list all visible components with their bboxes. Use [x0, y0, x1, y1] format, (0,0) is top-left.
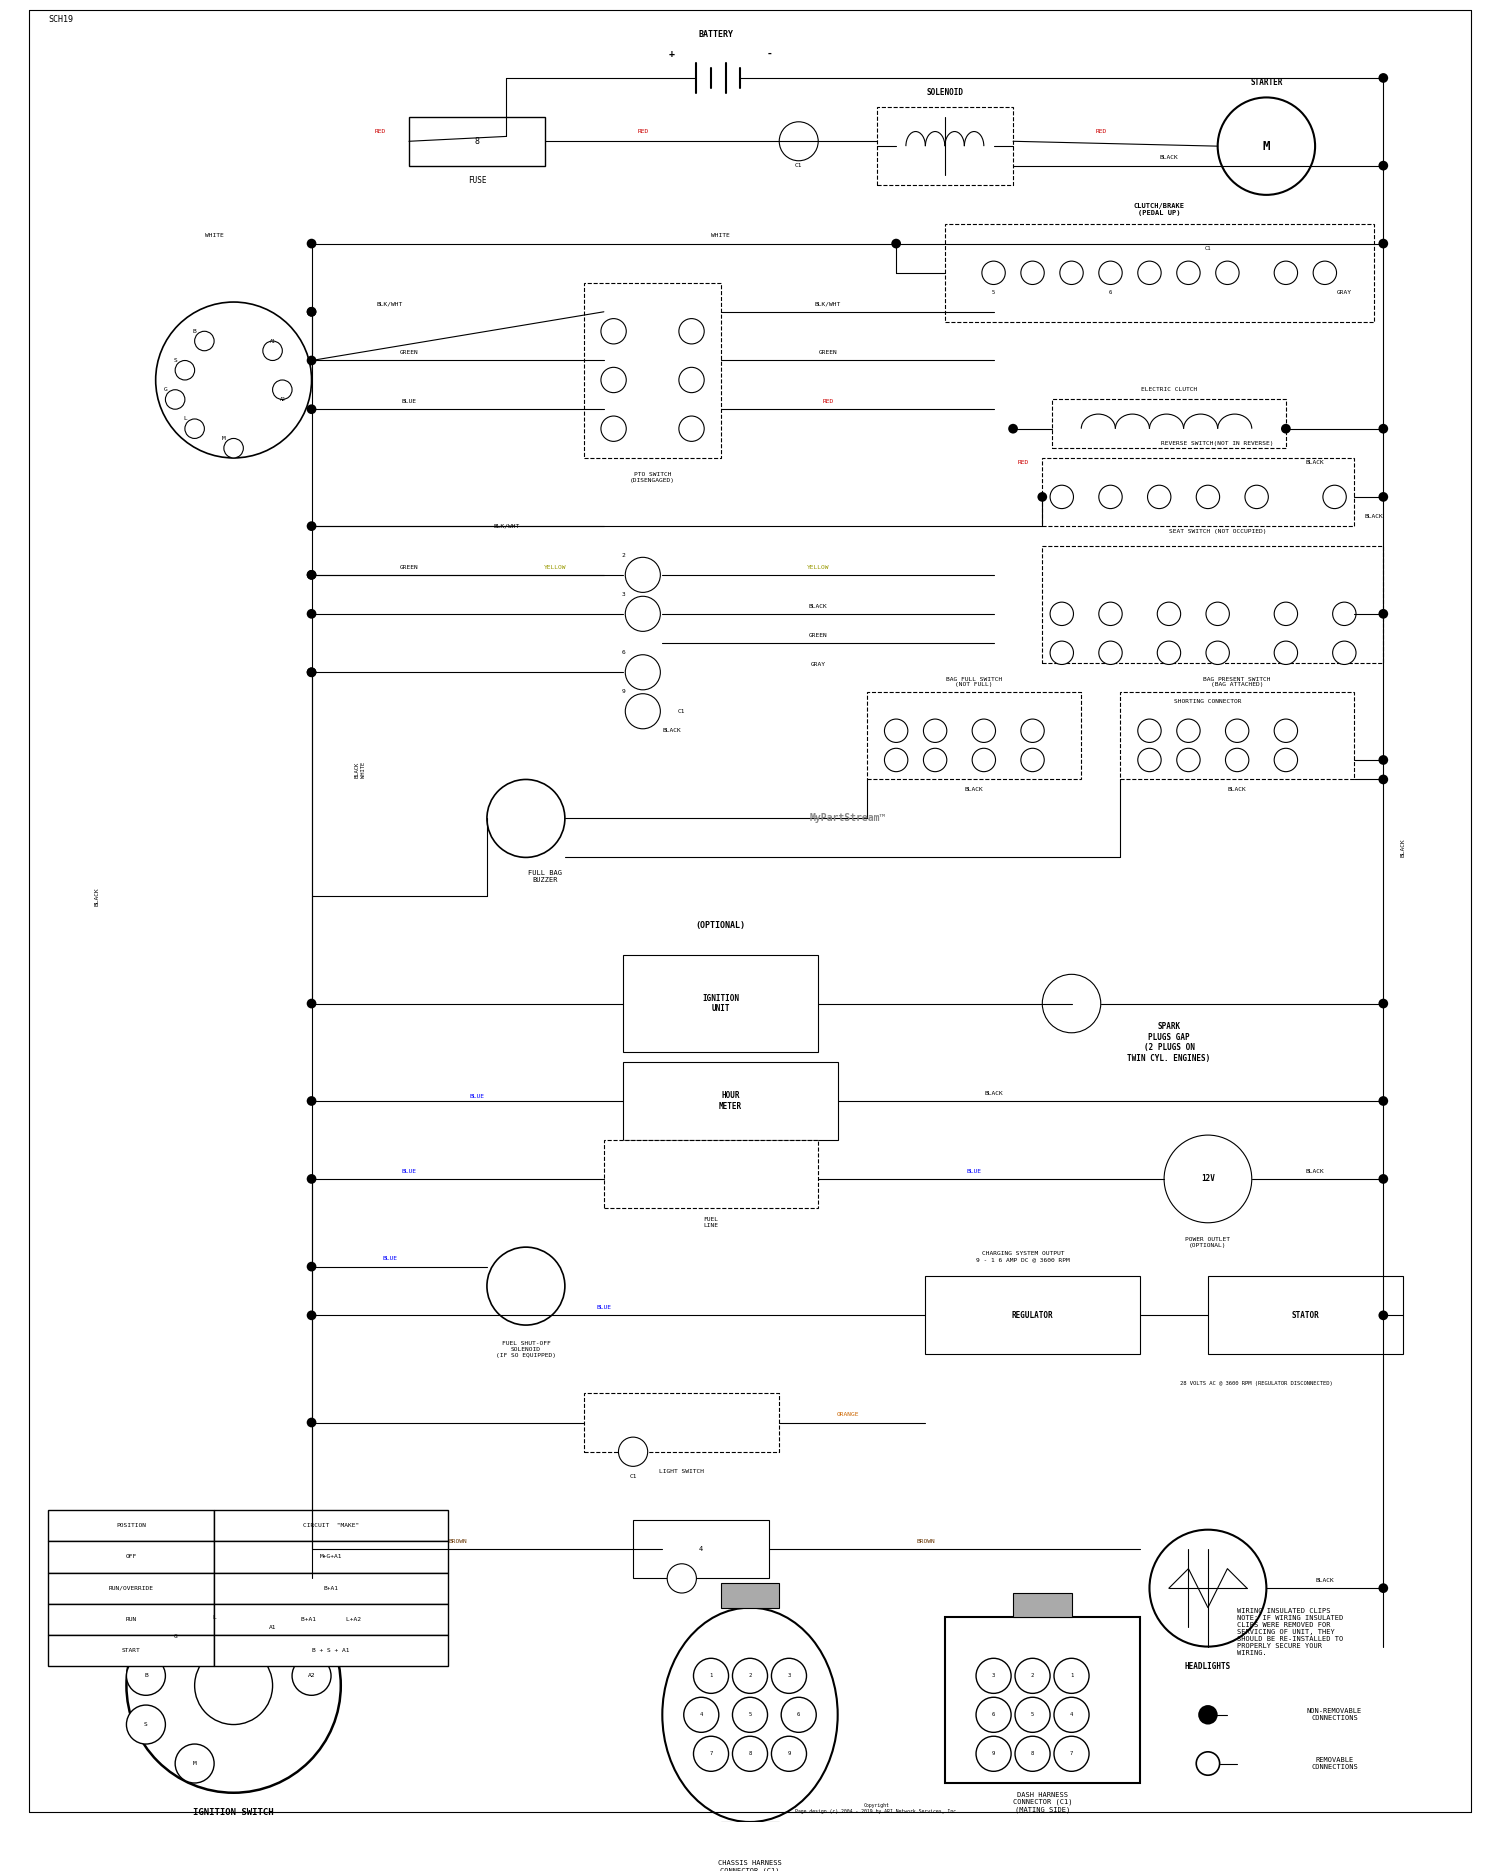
Circle shape: [1022, 262, 1044, 284]
Circle shape: [771, 1736, 807, 1772]
Circle shape: [1378, 425, 1388, 434]
Text: BLACK: BLACK: [964, 786, 984, 791]
Circle shape: [1274, 748, 1298, 771]
Text: FUEL SHUT-OFF
SOLENOID
(IF SO EQUIPPED): FUEL SHUT-OFF SOLENOID (IF SO EQUIPPED): [496, 1342, 556, 1358]
Bar: [604, 1139, 818, 1209]
Bar: [214, 1635, 448, 1665]
Text: MyPartStream™: MyPartStream™: [808, 814, 885, 823]
Bar: [926, 1276, 1140, 1355]
Circle shape: [680, 367, 703, 393]
Circle shape: [1274, 642, 1298, 664]
Bar: [585, 1394, 778, 1452]
Text: POWER OUTLET
(OPTIONAL): POWER OUTLET (OPTIONAL): [1185, 1237, 1230, 1248]
Bar: [722, 1822, 778, 1847]
Circle shape: [165, 389, 184, 410]
Text: GRAY: GRAY: [810, 662, 825, 666]
Circle shape: [1274, 602, 1298, 625]
Circle shape: [1226, 748, 1250, 771]
Text: RUN: RUN: [126, 1617, 136, 1622]
Circle shape: [306, 307, 316, 316]
Circle shape: [306, 571, 316, 580]
Bar: [48, 1510, 214, 1542]
Circle shape: [684, 1697, 718, 1733]
Text: RUN/OVERRIDE: RUN/OVERRIDE: [110, 1585, 154, 1590]
Circle shape: [488, 1248, 566, 1325]
Text: CHASSIS HARNESS
CONNECTOR (C1)
(MATING SIDE): CHASSIS HARNESS CONNECTOR (C1) (MATING S…: [718, 1860, 782, 1871]
Circle shape: [156, 301, 312, 458]
Circle shape: [626, 694, 660, 730]
Circle shape: [306, 404, 316, 413]
Circle shape: [618, 1437, 648, 1467]
Circle shape: [306, 239, 316, 249]
Bar: [633, 1519, 770, 1579]
Text: 4: 4: [699, 1712, 703, 1718]
Text: FULL BAG
BUZZER: FULL BAG BUZZER: [528, 870, 562, 883]
Text: 3: 3: [788, 1673, 790, 1678]
Circle shape: [176, 1744, 214, 1783]
Circle shape: [1100, 262, 1122, 284]
Circle shape: [306, 1544, 316, 1555]
Text: S: S: [174, 357, 177, 363]
Text: GRAY: GRAY: [1336, 290, 1352, 296]
Bar: [214, 1542, 448, 1572]
Bar: [48, 1542, 214, 1572]
Text: BLACK: BLACK: [1401, 838, 1406, 857]
Circle shape: [885, 718, 908, 743]
Text: 5: 5: [1030, 1712, 1033, 1718]
Text: L: L: [211, 1615, 216, 1620]
Text: BLUE: BLUE: [470, 1095, 484, 1098]
Text: 1: 1: [1070, 1673, 1072, 1678]
Bar: [585, 283, 722, 458]
Circle shape: [602, 367, 627, 393]
Circle shape: [602, 415, 627, 442]
Circle shape: [1196, 1751, 1219, 1776]
Text: M+G+A1: M+G+A1: [320, 1555, 342, 1559]
Bar: [214, 1572, 448, 1603]
Circle shape: [1148, 485, 1172, 509]
Bar: [867, 692, 1082, 780]
Circle shape: [306, 999, 316, 1008]
Text: HEADLIGHTS: HEADLIGHTS: [1185, 1661, 1231, 1671]
Text: SPARK
PLUGS GAP
(2 PLUGS ON
TWIN CYL. ENGINES): SPARK PLUGS GAP (2 PLUGS ON TWIN CYL. EN…: [1128, 1022, 1210, 1063]
Circle shape: [1378, 73, 1388, 82]
Text: OFF: OFF: [126, 1555, 136, 1559]
Text: C1: C1: [795, 163, 802, 168]
Circle shape: [1378, 999, 1388, 1008]
Circle shape: [1100, 485, 1122, 509]
Text: C1: C1: [630, 1474, 638, 1478]
Circle shape: [1054, 1697, 1089, 1733]
Circle shape: [1218, 97, 1316, 195]
Text: BLACK: BLACK: [1305, 460, 1324, 466]
Text: FUEL
LINE: FUEL LINE: [704, 1218, 718, 1227]
Circle shape: [1281, 425, 1290, 434]
Bar: [1042, 546, 1383, 662]
Circle shape: [976, 1658, 1011, 1693]
Circle shape: [1378, 239, 1388, 249]
Text: L: L: [183, 417, 188, 421]
Text: RED: RED: [1095, 129, 1107, 135]
Circle shape: [924, 718, 946, 743]
Text: A2: A2: [308, 1673, 315, 1678]
Circle shape: [1042, 975, 1101, 1033]
Circle shape: [732, 1658, 768, 1693]
Circle shape: [1226, 718, 1250, 743]
Text: A2: A2: [279, 397, 285, 402]
Text: WHITE: WHITE: [711, 234, 730, 238]
Text: 6: 6: [621, 651, 626, 655]
Text: 7: 7: [1070, 1751, 1072, 1757]
Text: RED: RED: [822, 399, 834, 404]
Text: BLACK: BLACK: [663, 728, 681, 733]
Text: NON-REMOVABLE
CONNECTIONS: NON-REMOVABLE CONNECTIONS: [1306, 1708, 1362, 1721]
Circle shape: [195, 1646, 273, 1725]
Text: 6: 6: [1108, 290, 1112, 296]
Text: HOUR
METER: HOUR METER: [718, 1091, 742, 1111]
Text: IGNITION
UNIT: IGNITION UNIT: [702, 994, 740, 1014]
Circle shape: [306, 571, 316, 580]
Circle shape: [668, 1564, 696, 1592]
Text: RED: RED: [374, 129, 386, 135]
Bar: [624, 954, 818, 1052]
Text: 8: 8: [474, 137, 480, 146]
Bar: [722, 1583, 778, 1607]
Text: LIGHT SWITCH: LIGHT SWITCH: [660, 1469, 705, 1474]
Circle shape: [1378, 756, 1388, 765]
